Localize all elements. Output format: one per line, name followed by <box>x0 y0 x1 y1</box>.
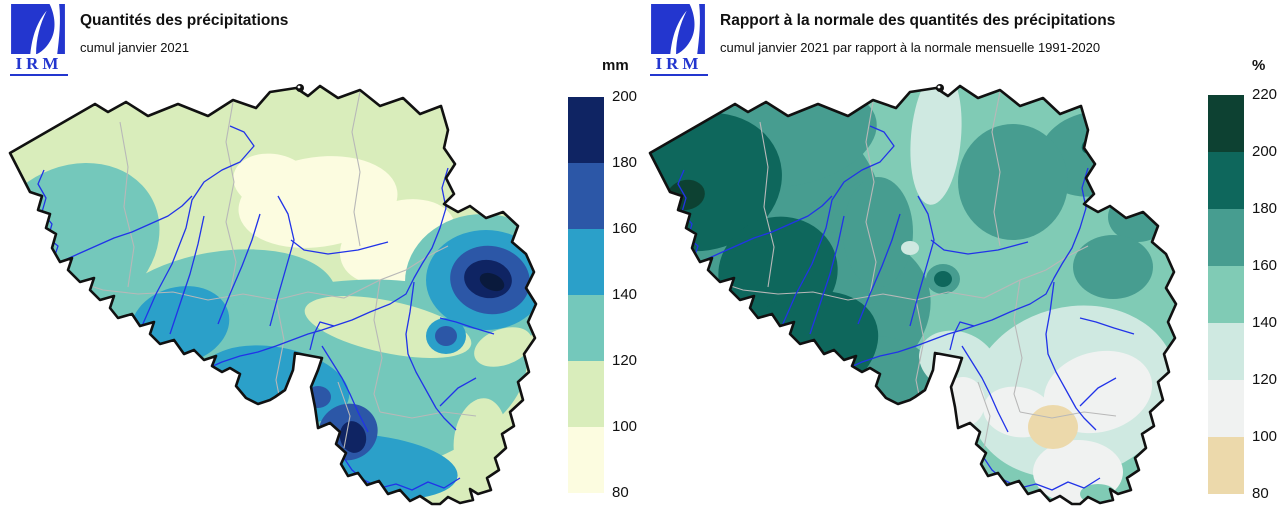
legend-color-band <box>568 361 604 427</box>
province-borders <box>65 91 477 449</box>
page-subtitle: cumul janvier 2021 par rapport à la norm… <box>720 40 1101 55</box>
country-border <box>648 84 1178 506</box>
irm-logo-text: IRM <box>15 54 63 73</box>
page-title: Quantités des précipitations <box>80 12 289 29</box>
legend-tick-label: 200 <box>1252 143 1278 160</box>
irm-logo: IRM <box>650 4 708 76</box>
panel-precipitation-amounts: IRM Quantités des précipitations cumul j… <box>8 4 638 506</box>
enclave-baarle-hertog <box>296 84 304 92</box>
legend-color-band <box>568 295 604 361</box>
page-title: Rapport à la normale des quantités des p… <box>720 12 1116 29</box>
irm-logo: IRM <box>10 4 68 76</box>
legend-unit-label: % <box>1252 57 1266 74</box>
legend-tick-label: 160 <box>1252 257 1278 274</box>
irm-logo-rule <box>650 74 708 76</box>
irm-logo-mark <box>651 4 705 54</box>
ratio-to-normal-map-belgium <box>648 84 1178 506</box>
legend-color-band <box>568 229 604 295</box>
legend-unit-label: mm <box>602 57 629 74</box>
legend-tick-label: 200 <box>612 88 638 105</box>
legend-tick-label: 100 <box>612 418 638 435</box>
irm-logo-mark <box>11 4 65 54</box>
legend-tick-label: 80 <box>612 484 629 501</box>
legend-color-band <box>1208 95 1244 152</box>
legend-tick-label: 80 <box>1252 485 1269 502</box>
legend-color-band <box>568 427 604 493</box>
country-border <box>8 84 538 506</box>
legend-tick-label: 140 <box>612 286 638 303</box>
legend-color-band <box>1208 380 1244 437</box>
legend-tick-label: 140 <box>1252 314 1278 331</box>
page-subtitle: cumul janvier 2021 <box>80 40 190 55</box>
panel-titles: Rapport à la normale des quantités des p… <box>720 12 1115 55</box>
legend-tick-label: 220 <box>1252 86 1278 103</box>
legend-color-band <box>1208 209 1244 266</box>
contour-layers <box>10 86 536 504</box>
legend-tick-label: 120 <box>612 352 638 369</box>
legend-color-band <box>1208 323 1244 380</box>
panel-precipitation-ratio: IRM Rapport à la normale des quantités d… <box>640 0 1280 507</box>
panel-titles: Quantités des précipitations cumul janvi… <box>80 12 288 55</box>
legend-color-band <box>568 97 604 163</box>
contour-layers <box>650 86 1176 504</box>
province-borders <box>705 91 1117 449</box>
legend-color-band <box>1208 152 1244 209</box>
legend-tick-label: 180 <box>1252 200 1278 217</box>
irm-logo-text: IRM <box>655 54 703 73</box>
legend-tick-label: 100 <box>1252 428 1278 445</box>
legend-tick-label: 160 <box>612 220 638 237</box>
rivers <box>677 125 1135 491</box>
legend-color-band <box>568 163 604 229</box>
irm-logo-rule <box>10 74 68 76</box>
precipitation-map-belgium <box>8 84 538 506</box>
rivers <box>37 125 495 491</box>
legend-color-band <box>1208 437 1244 494</box>
legend-color-band <box>1208 266 1244 323</box>
enclave-baarle-hertog <box>936 84 944 92</box>
legend-tick-label: 180 <box>612 154 638 171</box>
legend-tick-label: 120 <box>1252 371 1278 388</box>
